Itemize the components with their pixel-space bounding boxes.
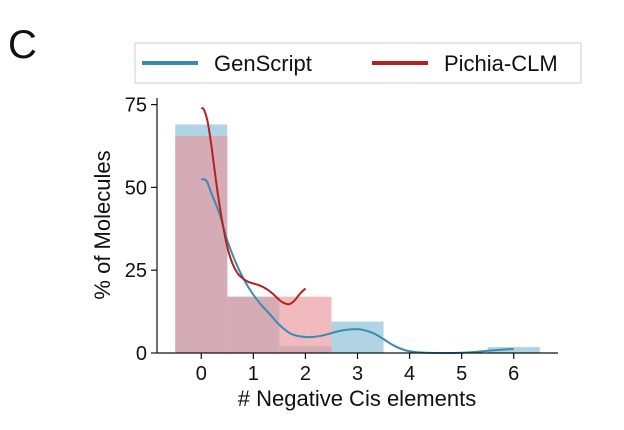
legend-label-genscript: GenScript — [214, 51, 312, 76]
x-tick-label-4: 4 — [404, 363, 415, 385]
x-tick-label-0: 0 — [196, 363, 207, 385]
bar-pichia-clm-1 — [227, 296, 280, 353]
x-tick-label-3: 3 — [352, 363, 363, 385]
density-curve-pichia-clm — [200, 106, 307, 306]
x-tick-label-2: 2 — [300, 363, 311, 385]
y-tick-label-75: 75 — [125, 95, 147, 117]
x-ticks: 0 1 2 3 4 5 6 — [196, 353, 519, 385]
panel-letter: C — [8, 23, 37, 67]
x-axis-label: # Negative Cis elements — [238, 386, 476, 411]
y-axis-label: % of Molecules — [90, 150, 115, 299]
y-ticks: 0 25 50 75 — [125, 95, 157, 365]
y-tick-label-50: 50 — [125, 177, 147, 199]
x-tick-label-5: 5 — [456, 363, 467, 385]
y-tick-label-25: 25 — [125, 260, 147, 282]
legend-frame — [134, 42, 582, 84]
bar-pichia-clm-2 — [279, 296, 332, 353]
x-tick-label-6: 6 — [508, 363, 519, 385]
bar-genscript-4 — [487, 347, 540, 353]
legend-label-pichia-clm: Pichia-CLM — [444, 51, 558, 76]
bar-genscript-3 — [331, 321, 384, 353]
histogram-bars — [175, 124, 540, 354]
legend: GenScript Pichia-CLM — [134, 42, 582, 84]
x-tick-label-1: 1 — [248, 363, 259, 385]
bar-pichia-clm-0 — [175, 136, 228, 353]
y-tick-label-0: 0 — [136, 343, 147, 365]
